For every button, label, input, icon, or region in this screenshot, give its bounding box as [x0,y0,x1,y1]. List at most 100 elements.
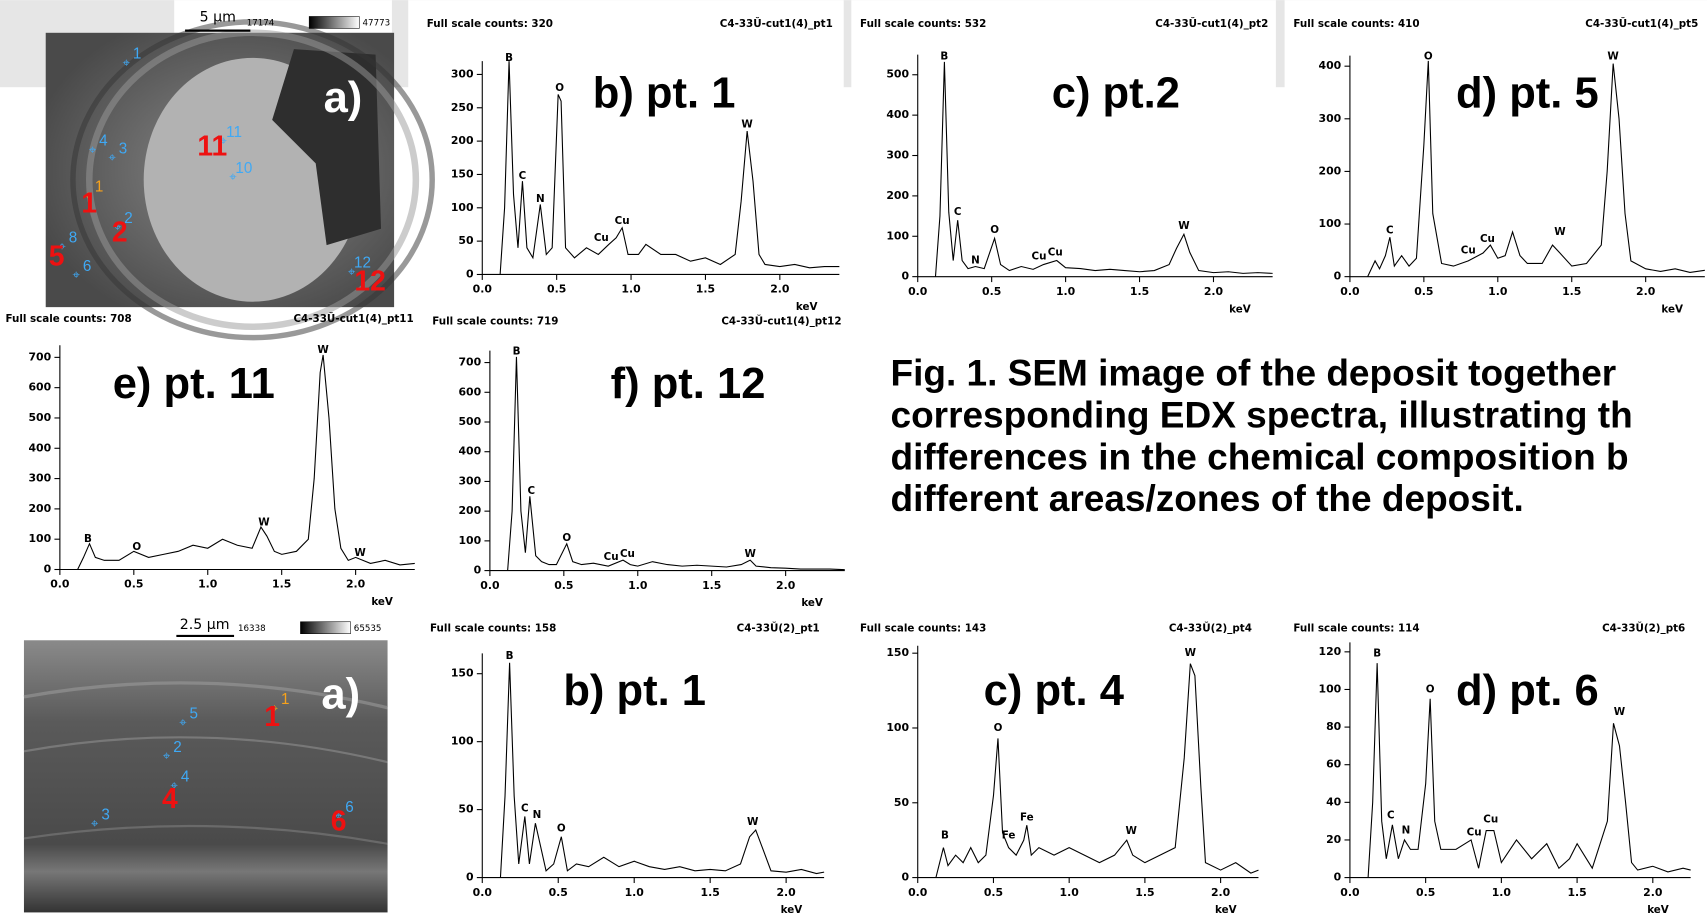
peak-label: Cu [1032,250,1047,262]
peak-label: B [84,533,92,545]
point-label: 11 [197,130,227,162]
x-tick-label: 1.5 [1135,886,1154,899]
chart-title: Full scale counts: 320 [427,18,553,30]
peak-label: W [1607,51,1619,63]
x-tick-label: 1.0 [1060,886,1080,899]
x-tick-label: 2.0 [1636,285,1656,298]
point-label: 2 [173,739,181,756]
x-tick-label: 2.0 [1643,886,1663,899]
point-marker: ⌖ [91,817,99,832]
y-tick-label: 500 [886,68,909,81]
y-tick-label: 80 [1326,720,1342,733]
caption-line: different areas/zones of the deposit. [891,477,1524,519]
y-tick-label: 120 [1319,645,1342,658]
peak-label: C [954,206,962,218]
sem-image [23,621,388,913]
peak-label: W [1185,647,1197,659]
peak-label: Fe [1002,830,1016,842]
chart-title: Full scale counts: 114 [1293,622,1419,634]
x-tick-label: 1.0 [621,283,641,296]
peak-label: W [258,517,270,529]
point-label: 6 [83,258,91,275]
peak-label: O [990,224,999,236]
panel-bg [851,0,1276,316]
panel-label: f) pt. 12 [611,360,766,408]
x-tick-label: 1.5 [702,579,721,592]
y-tick-label: 100 [886,721,909,734]
x-tick-label: 1.5 [696,283,715,296]
x-tick-label: 2.0 [1204,285,1224,298]
y-tick-label: 150 [886,646,909,659]
x-tick-label: 2.0 [776,886,796,899]
x-tick-label: 1.5 [1567,886,1586,899]
peak-label: Cu [1048,246,1063,258]
chart-subtitle: C4-33Ŭ-cut1(4)_pt11 [293,312,413,325]
point-marker: ⌖ [108,150,116,165]
panel-bg [408,0,844,316]
chart-title: Full scale counts: 158 [430,622,556,634]
point-marker: ⌖ [335,809,343,824]
x-tick-label: 0.5 [1416,886,1435,899]
y-tick-label: 150 [451,167,474,180]
x-axis-label: keV [371,596,393,608]
peak-label: Cu [594,232,609,244]
x-tick-label: 0.0 [1340,285,1360,298]
y-tick-label: 200 [451,134,474,147]
x-axis-label: keV [781,904,803,916]
point-marker: ⌖ [179,715,187,730]
x-tick-label: 2.0 [1211,886,1231,899]
peak-label: C [1387,810,1395,822]
y-tick-label: 200 [1319,164,1342,177]
colorbar-max: 65535 [354,624,382,634]
peak-label: W [317,344,329,356]
peak-label: O [1426,683,1435,695]
x-tick-label: 1.0 [625,886,645,899]
caption-line: Fig. 1. SEM image of the deposit togethe… [891,351,1617,393]
peak-label: O [562,532,571,544]
y-tick-label: 40 [1326,795,1342,808]
x-tick-label: 1.5 [1562,285,1581,298]
y-tick-label: 300 [886,149,909,162]
peak-label: Cu [615,215,630,227]
x-tick-label: 2.0 [770,283,790,296]
panel-label: b) pt. 1 [563,667,706,715]
peak-label: W [1554,226,1566,238]
point-marker: ⌖ [271,701,279,716]
peak-label: W [741,118,753,130]
point-label: 12 [354,255,371,272]
point-label: 1 [95,178,103,195]
peak-label: O [555,82,564,94]
point-marker: ⌖ [73,268,81,283]
x-tick-label: 1.5 [272,578,291,591]
peak-label: Cu [604,551,619,563]
x-axis-label: keV [1647,904,1669,916]
caption-line: differences in the chemical composition … [891,435,1629,477]
point-label: 2 [112,216,128,248]
point-label: 6 [331,805,347,837]
point-label: 3 [119,140,127,157]
y-tick-label: 500 [458,415,481,428]
spectrum-line [1367,60,1705,277]
peak-label: B [941,830,949,842]
peak-label: B [506,650,514,662]
peak-label: W [354,547,366,559]
spectrum-line [935,663,1259,878]
y-tick-label: 300 [28,472,51,485]
y-tick-label: 50 [894,796,910,809]
peak-label: C [527,485,535,497]
x-tick-label: 1.0 [198,578,218,591]
y-tick-label: 100 [1319,217,1342,230]
image-label: a) [324,74,363,122]
chart-title: Full scale counts: 708 [5,313,131,325]
panel-label: b) pt. 1 [593,69,736,117]
point-label: 11 [226,124,242,141]
x-tick-label: 0.5 [1414,285,1433,298]
point-label: 10 [235,160,252,177]
peak-label: Cu [1461,244,1476,256]
spectrum-line [499,61,840,275]
peak-label: W [1614,706,1626,718]
peak-label: N [1402,825,1411,837]
spectrum-line [499,662,825,878]
x-tick-label: 0.0 [1340,886,1360,899]
panel-label: e) pt. 11 [113,360,275,408]
